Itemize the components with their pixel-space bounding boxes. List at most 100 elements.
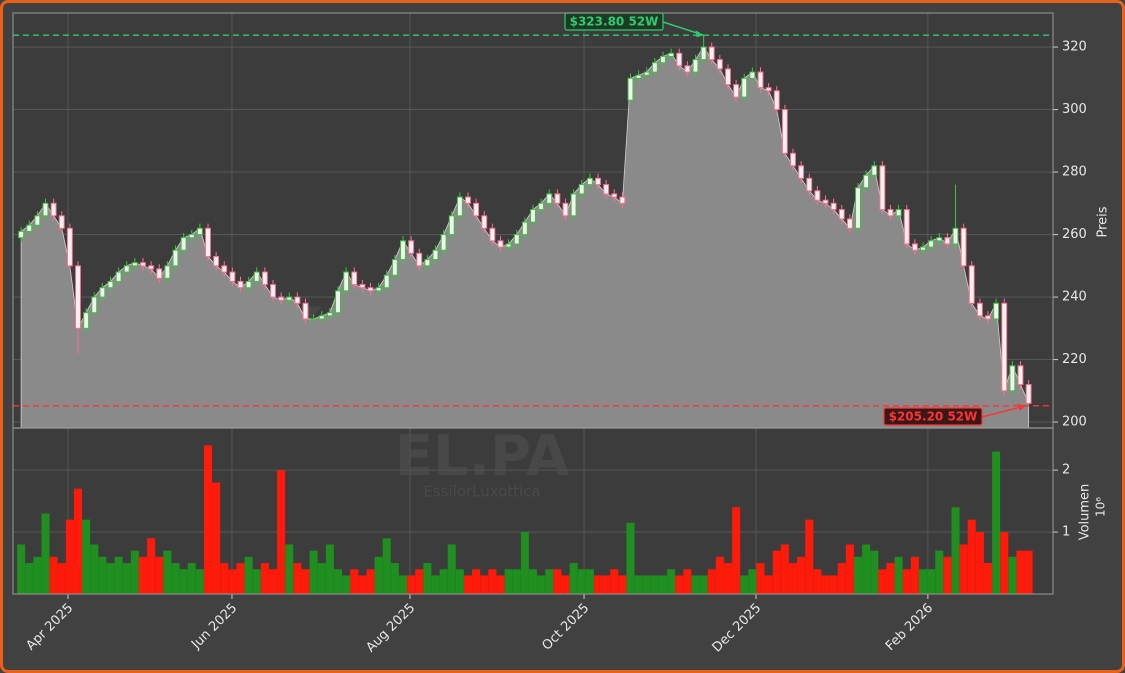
- candle-body: [115, 271, 122, 282]
- volume-bar: [512, 569, 521, 594]
- volume-bar: [797, 556, 806, 594]
- candle-body: [651, 62, 658, 73]
- volume-bar: [984, 563, 992, 594]
- volume-bar: [789, 563, 797, 594]
- volume-bar: [650, 575, 659, 594]
- volume-bar: [488, 569, 497, 594]
- candle-body: [627, 77, 634, 101]
- volume-bar: [106, 563, 115, 594]
- volume-bar: [57, 563, 66, 594]
- volume-bar: [33, 556, 42, 594]
- volume-bar: [114, 556, 123, 594]
- volume-bar: [675, 575, 684, 594]
- volume-bar: [90, 544, 99, 594]
- candle-body: [562, 202, 569, 217]
- volume-bar: [464, 575, 472, 594]
- candle-body: [34, 215, 41, 226]
- volume-bar: [204, 445, 212, 594]
- volume-bar: [415, 569, 424, 594]
- candle-body: [586, 177, 593, 186]
- candle-body: [546, 193, 553, 204]
- candle-body: [99, 287, 106, 298]
- candle-body: [359, 284, 366, 289]
- candle-body: [188, 234, 195, 239]
- volume-bar: [862, 544, 871, 594]
- candle-body: [521, 221, 528, 236]
- candle-body: [684, 65, 691, 73]
- candle-body: [538, 202, 545, 211]
- volume-bar: [878, 569, 887, 594]
- volume-bar: [634, 575, 643, 594]
- candle-body: [75, 265, 81, 329]
- candle-body: [830, 202, 837, 211]
- candle-body: [773, 90, 780, 111]
- volume-bar: [659, 575, 667, 594]
- candle-body: [741, 77, 748, 98]
- candle-body: [237, 280, 244, 289]
- candle-body: [213, 255, 220, 267]
- volume-bar: [212, 482, 221, 594]
- volume-bar: [455, 569, 464, 594]
- candle-body: [473, 202, 480, 217]
- candle-body: [351, 271, 358, 286]
- volume-bar: [764, 575, 773, 594]
- candle-body: [781, 109, 788, 154]
- y-tick-label: 240: [1062, 290, 1087, 305]
- y-tick-label: 220: [1062, 352, 1087, 367]
- volume-bar: [1016, 550, 1025, 594]
- volume-bar: [732, 507, 741, 594]
- volume-bar: [561, 575, 570, 594]
- candle-body: [408, 240, 415, 254]
- volume-bar: [293, 563, 302, 594]
- candle-body: [725, 68, 731, 86]
- candle-body: [465, 196, 471, 204]
- volume-bar: [431, 575, 440, 594]
- candle-body: [976, 302, 983, 317]
- volume-bar: [228, 569, 237, 594]
- candle-body: [432, 249, 439, 261]
- candle-body: [343, 271, 350, 292]
- candle-body: [180, 237, 187, 251]
- volume-bar: [569, 563, 578, 594]
- volume-bar: [317, 563, 326, 594]
- candle-body: [91, 296, 98, 314]
- candle-body: [838, 209, 845, 220]
- volume-bar: [220, 563, 229, 594]
- candle-body: [294, 296, 301, 304]
- volume-bar: [480, 575, 489, 594]
- volume-bar: [277, 470, 286, 594]
- candle-body: [887, 209, 894, 217]
- annotation-arrowhead: [1017, 403, 1026, 411]
- candle-body: [383, 274, 390, 289]
- volume-bar: [236, 563, 245, 594]
- candle-body: [554, 193, 561, 204]
- volume-bar: [992, 451, 1001, 594]
- candle-body: [985, 315, 991, 320]
- volume-bar: [504, 569, 513, 594]
- volume-bar: [927, 569, 936, 594]
- candle-body: [391, 259, 398, 276]
- candle-body: [497, 240, 504, 248]
- volume-bar: [407, 575, 416, 594]
- candle-body: [952, 227, 959, 245]
- volume-bar: [902, 569, 911, 594]
- volume-bar: [49, 556, 58, 594]
- volume-bar: [594, 575, 602, 594]
- volume-bar: [187, 563, 196, 594]
- candle-body: [716, 59, 723, 70]
- annotation-label: $323.80 52W: [570, 15, 659, 29]
- candle-body: [578, 184, 585, 195]
- annotation-arrowhead: [695, 30, 704, 38]
- candle-body: [505, 243, 512, 248]
- volume-bar: [195, 569, 204, 594]
- x-tick-label: Apr 2025: [23, 601, 76, 654]
- volume-bar: [553, 569, 562, 594]
- company-watermark: EssilorLuxottica: [423, 483, 540, 501]
- candle-body: [172, 249, 179, 267]
- y-axis-label: Preis: [1096, 206, 1111, 237]
- candle-body: [261, 271, 268, 286]
- candle-body: [513, 234, 520, 245]
- candle-body: [375, 287, 382, 292]
- candle-body: [42, 202, 49, 217]
- candle-body: [1009, 365, 1016, 392]
